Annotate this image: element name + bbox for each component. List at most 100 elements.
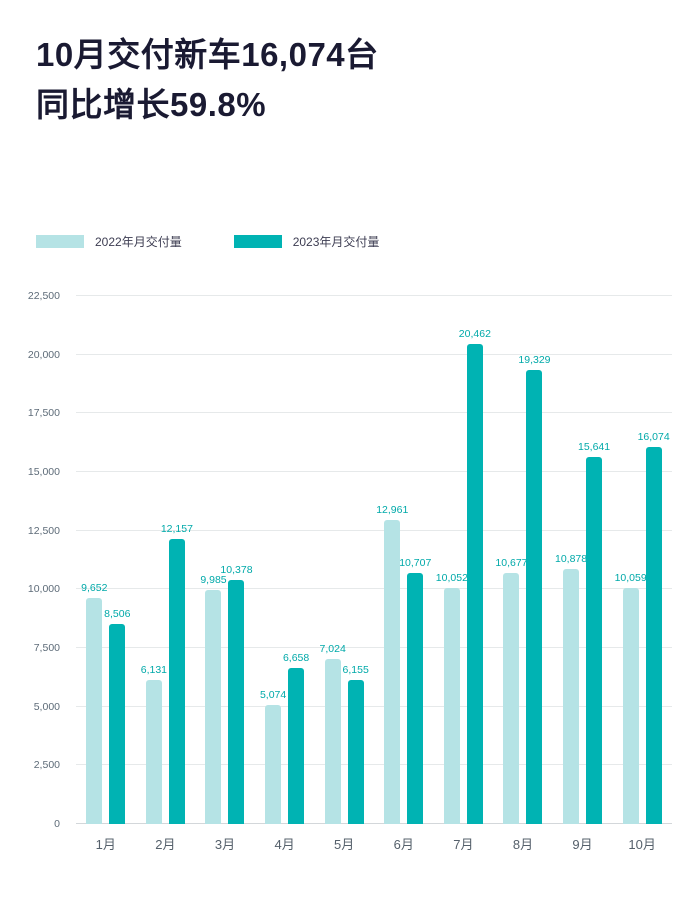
bar-value-label: 10,052 (435, 572, 468, 585)
gridline (76, 764, 672, 766)
bar-group: 10,052 20,462 7月 (434, 296, 494, 852)
bar-pair: 9,652 8,506 (81, 296, 130, 824)
legend-item: 2022年月交付量 (36, 233, 182, 250)
y-tick-label: 7,500 (33, 642, 60, 654)
bar-2022 (563, 568, 580, 824)
bar-value-label: 12,157 (160, 522, 193, 535)
page-title: 10月交付新车16,074台 同比增长59.8% (36, 30, 658, 129)
y-tick-label: 20,000 (27, 348, 60, 361)
bar-slot: 8,506 (104, 608, 130, 824)
bar-value-label: 19,329 (518, 354, 551, 367)
bar-slot: 10,052 (436, 572, 468, 824)
y-tick-label: 12,500 (27, 524, 60, 537)
bar-value-label: 9,985 (200, 573, 227, 586)
bar-groups: 9,652 8,506 1月 6,131 12,157 2月 9,985 10,378 3月 5,… (76, 296, 672, 853)
y-axis: 0 2,500 5,000 7,500 10,000 12,500 15,000 17,500… (20, 290, 70, 830)
bar-pair: 9,985 10,378 (200, 296, 253, 824)
bar-2022 (622, 587, 639, 824)
bar-2023 (168, 538, 185, 824)
bar-2023 (526, 370, 543, 824)
bar-value-label: 9,652 (81, 581, 108, 594)
bar-slot: 10,378 (220, 564, 253, 824)
bar-value-label: 6,131 (140, 664, 168, 677)
bar-2023 (347, 679, 364, 824)
legend-item: 2023年月交付量 (233, 233, 380, 250)
x-axis-label: 3月 (214, 837, 236, 852)
bar-group: 9,985 10,378 3月 (195, 296, 255, 852)
x-axis-label: 8月 (512, 837, 534, 852)
bar-slot: 20,462 (459, 328, 491, 824)
gridline (76, 705, 672, 707)
bar-2022 (443, 588, 460, 824)
y-tick-label: 0 (54, 818, 60, 830)
bar-value-label: 10,677 (495, 557, 528, 570)
legend-swatch (36, 235, 84, 248)
gridline (76, 353, 672, 355)
bar-2022 (205, 589, 222, 824)
y-tick-label: 22,500 (27, 290, 60, 302)
x-axis-label: 10月 (628, 837, 656, 852)
y-tick-label: 15,000 (27, 466, 60, 478)
bar-group: 9,652 8,506 1月 (76, 296, 136, 853)
title-line1-suffix: 台 (345, 36, 379, 73)
bar-pair: 10,677 19,329 (495, 296, 551, 824)
plot-area: 9,652 8,506 1月 6,131 12,157 2月 9,985 10,378 3月 5,… (76, 295, 672, 853)
bar-2023 (645, 446, 662, 824)
bar-pair: 6,131 12,157 (141, 296, 193, 824)
bar-slot: 19,329 (518, 354, 551, 824)
title-line1-prefix: 10月交付新车 (36, 36, 242, 73)
x-axis-label: 4月 (274, 837, 295, 852)
bar-2023 (228, 580, 245, 824)
bar-group: 12,961 10,707 6月 (374, 296, 434, 852)
bar-2022 (145, 680, 162, 824)
bar-value-label: 10,378 (220, 564, 253, 577)
legend-label: 2023年月交付量 (292, 235, 380, 249)
title-line1-number: 16,074 (241, 36, 346, 73)
bar-group: 10,677 19,329 8月 (493, 296, 553, 852)
y-tick-label: 17,500 (27, 407, 60, 420)
bar-slot: 6,155 (343, 664, 369, 824)
title-line2-number: 59.8% (170, 85, 267, 123)
bar-2022 (265, 704, 282, 824)
bar-2022 (503, 573, 520, 824)
gridline (76, 295, 672, 296)
bar-slot: 12,157 (161, 523, 193, 824)
bar-slot: 6,131 (141, 664, 167, 824)
bar-value-label: 5,074 (259, 688, 287, 701)
bar-value-label: 8,506 (104, 608, 131, 621)
bar-pair: 10,052 20,462 (436, 296, 491, 824)
x-axis-label: 6月 (393, 837, 414, 852)
bar-pair: 10,878 15,641 (555, 296, 610, 824)
bar-value-label: 10,059 (614, 571, 647, 584)
bar-2023 (288, 667, 305, 824)
bar-value-label: 10,878 (554, 552, 588, 565)
bar-group: 10,878 15,641 9月 (553, 296, 613, 852)
bar-slot: 10,878 (555, 553, 587, 824)
bar-2023 (466, 343, 483, 824)
bar-slot: 10,707 (399, 557, 431, 824)
x-axis-label: 9月 (572, 837, 593, 852)
bar-2022 (384, 519, 401, 824)
bar-slot: 5,074 (260, 689, 286, 824)
title-line2-prefix: 同比增长 (36, 85, 170, 123)
bar-pair: 12,961 10,707 (376, 296, 431, 824)
bar-slot: 12,961 (376, 504, 408, 824)
x-axis-label: 2月 (155, 837, 176, 852)
bar-slot: 9,652 (81, 582, 107, 824)
gridline (76, 529, 672, 531)
bar-2022 (86, 597, 103, 824)
bar-slot: 7,024 (320, 643, 346, 824)
x-axis-label: 7月 (453, 837, 474, 852)
y-tick-label: 5,000 (33, 700, 60, 713)
bar-pair: 7,024 6,155 (320, 296, 369, 824)
bar-value-label: 6,658 (282, 651, 310, 664)
bar-value-label: 7,024 (319, 643, 346, 656)
bar-slot: 16,074 (638, 431, 670, 824)
bar-group: 6,131 12,157 2月 (136, 296, 196, 852)
gridline (76, 412, 672, 414)
chart-legend: 2022年月交付量 2023年月交付量 (36, 233, 694, 250)
bar-slot: 9,985 (200, 574, 227, 824)
bar-value-label: 20,462 (458, 327, 491, 340)
bar-chart: 0 2,500 5,000 7,500 10,000 12,500 15,000 17,500… (20, 290, 672, 853)
bar-pair: 5,074 6,658 (260, 296, 309, 824)
